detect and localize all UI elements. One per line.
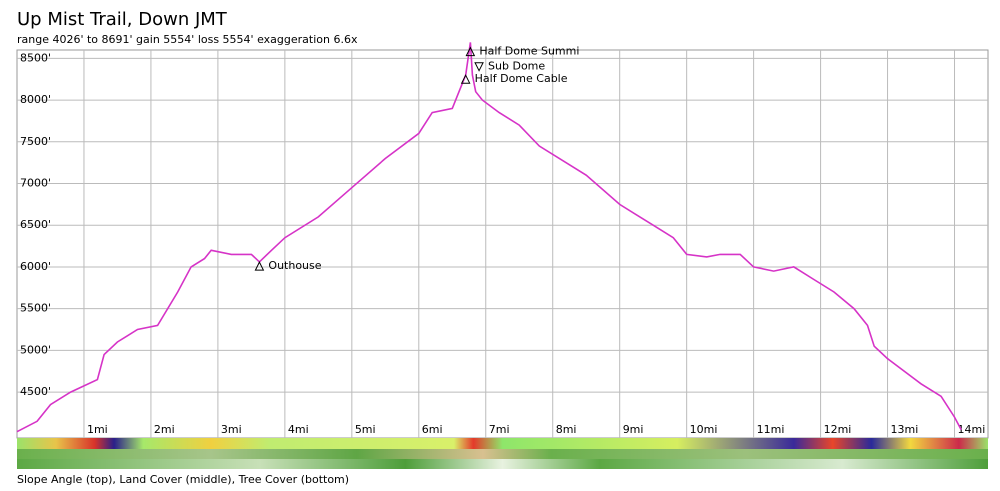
y-tick-label: 5000'	[20, 343, 51, 356]
y-tick-label: 7500'	[20, 135, 51, 148]
land-band	[17, 449, 988, 459]
x-tick-label: 13mi	[891, 423, 919, 436]
caption: Slope Angle (top), Land Cover (middle), …	[17, 473, 349, 486]
y-tick-label: 8500'	[20, 51, 51, 64]
chart-title: Up Mist Trail, Down JMT	[17, 9, 228, 30]
annotation-marker	[254, 260, 265, 271]
y-tick-label: 6500'	[20, 218, 51, 231]
x-tick-label: 1mi	[87, 423, 108, 436]
y-tick-label: 4500'	[20, 385, 51, 398]
slope-band	[17, 438, 988, 449]
plot-layer: 1mi 2mi 3mi 4mi 5mi 6mi 7mi 8mi 9mi 10mi 11mi 12mi 1…	[16, 42, 988, 438]
x-tick-label: 14mi	[958, 423, 986, 436]
y-tick-label: 7000'	[20, 177, 51, 190]
annotation-label: Outhouse	[268, 259, 321, 272]
annotation-label: Half Dome Cable	[475, 72, 568, 85]
x-tick-label: 2mi	[154, 423, 175, 436]
x-tick-label: 11mi	[757, 423, 785, 436]
elevation-line	[16, 42, 962, 433]
x-tick-label: 7mi	[489, 423, 510, 436]
y-tick-label: 5500'	[20, 302, 51, 315]
y-tick-label: 8000'	[20, 93, 51, 106]
x-tick-label: 5mi	[355, 423, 376, 436]
annotation-marker	[465, 46, 476, 57]
plot-area	[16, 49, 989, 439]
x-tick-label: 9mi	[623, 423, 644, 436]
x-tick-label: 4mi	[288, 423, 309, 436]
annotation-label: Half Dome Summi	[479, 45, 579, 58]
x-tick-label: 3mi	[221, 423, 242, 436]
chart-subtitle: range 4026' to 8691' gain 5554' loss 555…	[17, 33, 358, 46]
y-tick-label: 6000'	[20, 260, 51, 273]
x-tick-label: 10mi	[690, 423, 718, 436]
x-tick-label: 8mi	[556, 423, 577, 436]
x-tick-label: 12mi	[824, 423, 852, 436]
annotation-label: Sub Dome	[488, 60, 545, 73]
x-tick-label: 6mi	[422, 423, 443, 436]
annotation-marker	[474, 62, 484, 72]
tree-band	[17, 459, 988, 469]
annotation-marker	[460, 74, 471, 84]
